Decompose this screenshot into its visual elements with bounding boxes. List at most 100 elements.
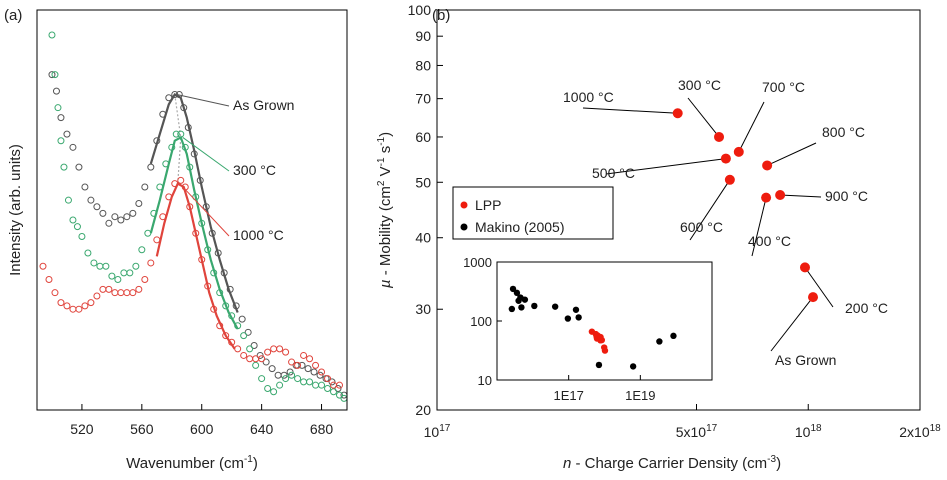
panel-b-axes: 20 30 40 50 60 70 80 90 100 1017 5x1017 1018 2x1018: [408, 2, 942, 440]
panel-a-data-marker: [69, 216, 77, 224]
panel-a-x-tick-label: 520: [70, 421, 94, 437]
panel-a-data-marker: [286, 368, 294, 376]
panel-b-point-label: 1000 °C: [563, 89, 614, 105]
panel-a-data-marker: [318, 381, 326, 389]
panel-b-label-leader: [780, 194, 822, 198]
panel-b-y-tick-label: 30: [415, 301, 431, 317]
panel-a-data-marker: [138, 246, 146, 254]
inset-axes: 10 100 1000 1E17 1E19: [463, 255, 655, 403]
panel-a-data-marker: [87, 299, 95, 307]
panel-a-x-tick-label: 600: [190, 421, 214, 437]
panel-b-frame: [436, 9, 921, 411]
panel-a-data-marker: [126, 269, 134, 277]
panel-a-data-marker: [336, 391, 344, 399]
panel-a-data-marker: [123, 213, 131, 221]
panel-a-x-axis-title: Wavenumber (cm-1): [126, 454, 258, 472]
panel-a-data-marker: [270, 388, 278, 396]
panel-a-data-marker: [60, 163, 68, 171]
panel-a-data-marker: [238, 315, 246, 323]
panel-b-y-tick-label: 80: [415, 57, 431, 73]
panel-b-lpp-point: [775, 190, 786, 201]
panel-b-point-label: 200 °C: [845, 300, 888, 316]
panel-a-label: (a): [4, 7, 22, 24]
panel-b-x-tick-label: 5x1017: [676, 423, 718, 440]
panel-a-data-marker: [102, 262, 110, 270]
inset-y-tick-label: 1000: [463, 255, 492, 270]
panel-a-fit-line: [149, 92, 239, 313]
panel-a-series-2: [39, 176, 344, 389]
panel-b-label-leader: [738, 101, 765, 153]
panel-b-lpp-point: [672, 108, 683, 119]
panel-a-data-marker: [87, 196, 95, 204]
panel-a-data-marker: [294, 375, 302, 383]
panel-a-data-marker: [246, 345, 254, 353]
panel-a-data-marker: [244, 328, 252, 336]
panel-a-data-marker: [234, 345, 242, 353]
panel-a-x-tick-label: 640: [250, 421, 274, 437]
inset-makino-point: [595, 361, 603, 369]
inset-makino-point: [551, 303, 559, 310]
panel-a-data-marker: [246, 355, 254, 363]
panel-a-data-marker: [135, 199, 143, 207]
panel-b-label-leader: [751, 197, 767, 257]
panel-a: (a) 520 560 600 640 680 Wavenumber (cm-1) In…: [4, 7, 348, 472]
panel-a-data-marker: [250, 342, 258, 350]
panel-a-data-marker: [270, 345, 278, 353]
inset-makino-point: [575, 314, 582, 321]
panel-a-data-marker: [264, 348, 272, 356]
panel-a-plot-area: [39, 31, 348, 402]
panel-a-data-marker: [240, 351, 248, 359]
panel-a-data-marker: [324, 384, 332, 392]
panel-a-data-marker: [114, 275, 122, 283]
panel-b-lpp-point: [733, 146, 744, 157]
panel-a-annotation-leader: [182, 137, 230, 172]
panel-a-data-marker: [48, 71, 56, 79]
inset-x-tick-label: 1E17: [553, 388, 583, 403]
panel-a-data-marker: [252, 355, 260, 363]
panel-a-data-marker: [99, 209, 107, 217]
panel-a-data-marker: [57, 137, 65, 145]
panel-a-data-marker: [93, 203, 101, 211]
panel-a-data-marker: [298, 361, 306, 369]
panel-a-data-marker: [75, 305, 83, 313]
inset-makino-point: [518, 304, 525, 311]
panel-b-label-leader: [804, 267, 834, 308]
panel-a-data-marker: [316, 371, 324, 379]
panel-a-data-marker: [177, 176, 185, 184]
panel-a-data-marker: [63, 130, 71, 138]
panel-a-data-marker: [108, 272, 116, 280]
panel-a-data-marker: [256, 351, 264, 359]
panel-a-data-marker: [63, 302, 71, 310]
panel-a-data-marker: [280, 371, 288, 379]
panel-a-data-marker: [73, 223, 81, 231]
panel-a-data-marker: [144, 229, 152, 237]
inset-x-tick-label: 1E19: [625, 388, 655, 403]
panel-a-data-marker: [318, 368, 326, 376]
panel-a-data-marker: [306, 378, 314, 386]
panel-a-fit-line: [155, 182, 236, 350]
panel-b-lpp-point: [761, 192, 772, 203]
panel-a-data-marker: [129, 209, 137, 217]
panel-a-data-marker: [141, 275, 149, 283]
inset-points: [508, 285, 677, 370]
panel-a-data-marker: [64, 196, 72, 204]
panel-a-annotation-leader: [176, 93, 230, 107]
inset-lpp-point: [598, 336, 605, 344]
panel-a-data-marker: [330, 388, 338, 396]
inset-makino-point: [629, 363, 637, 370]
panel-b-y-tick-label: 60: [415, 129, 431, 145]
panel-a-data-marker: [51, 289, 59, 297]
panel-a-data-marker: [153, 236, 161, 244]
panel-a-data-marker: [258, 375, 266, 383]
panel-a-data-marker: [304, 365, 312, 373]
panel-a-data-marker: [268, 365, 276, 373]
panel-a-data-marker: [129, 289, 137, 297]
panel-b-point-label: 300 °C: [678, 77, 721, 93]
legend-makino-label: Makino (2005): [475, 219, 565, 235]
panel-a-data-marker: [111, 213, 119, 221]
inset-makino-point: [521, 296, 529, 303]
panel-a-data-marker: [240, 332, 248, 340]
panel-a-data-marker: [252, 361, 260, 369]
panel-b-label-leader: [582, 107, 678, 114]
panel-a-data-marker: [69, 305, 77, 313]
